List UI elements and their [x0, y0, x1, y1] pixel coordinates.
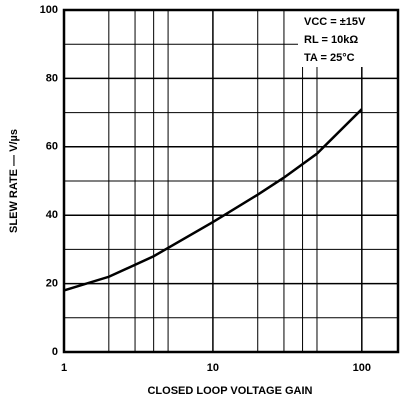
- annotation: VCC = ±15V: [304, 16, 366, 28]
- y-tick-label: 20: [46, 278, 58, 290]
- y-tick-label: 40: [46, 209, 58, 221]
- y-axis-label: SLEW RATE — V/µs: [8, 129, 20, 233]
- annotation: RL = 10kΩ: [304, 34, 358, 46]
- x-axis-label: CLOSED LOOP VOLTAGE GAIN: [147, 385, 312, 397]
- y-tick-label: 0: [52, 346, 58, 358]
- plot-frame: [62, 8, 400, 354]
- y-tick-label: 80: [46, 72, 58, 84]
- line: [63, 108, 363, 292]
- y-tick-label: 60: [46, 141, 58, 153]
- x-tick-label: 10: [207, 362, 219, 374]
- annotation-box: [298, 11, 397, 67]
- x-tick-label: 1: [61, 362, 67, 374]
- annotation: TA = 25°C: [304, 52, 355, 64]
- x-tick-label: 100: [353, 362, 371, 374]
- y-tick-label: 100: [40, 4, 58, 16]
